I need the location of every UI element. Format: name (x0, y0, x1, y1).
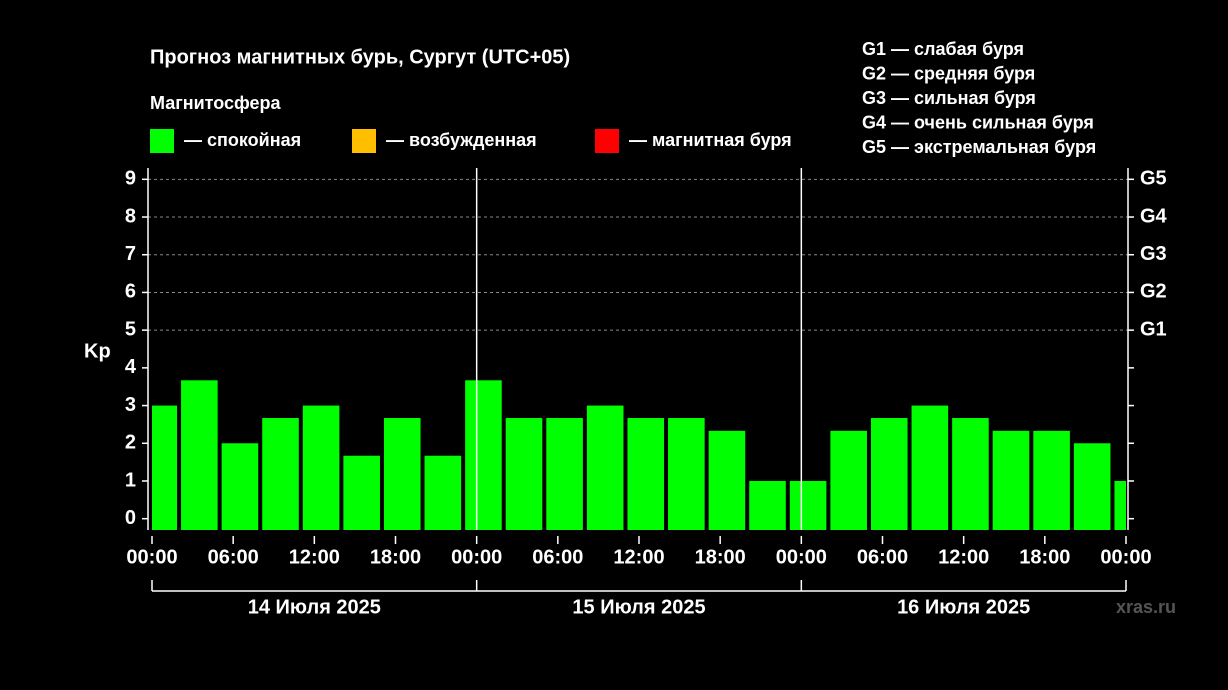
legend-swatch (150, 129, 174, 153)
y-tick-label: 0 (125, 507, 136, 529)
y-tick-label: 1 (125, 469, 136, 491)
bar (708, 430, 746, 530)
x-tick-label: 00:00 (1100, 546, 1151, 568)
bar (1033, 430, 1070, 530)
scale-note: G3 — сильная буря (862, 88, 1036, 108)
chart-title: Прогноз магнитных бурь, Сургут (UTC+05) (150, 46, 570, 68)
bar (181, 380, 218, 530)
bar (465, 380, 502, 530)
legend-title: Магнитосфера (150, 93, 282, 113)
bar (221, 443, 259, 530)
bar (383, 418, 421, 530)
x-tick-label: 12:00 (289, 546, 340, 568)
day-label: 14 Июля 2025 (248, 596, 381, 618)
y-axis-label: Kp (84, 340, 111, 362)
bar (1073, 443, 1111, 530)
y2-tick-label: G3 (1140, 243, 1167, 265)
x-tick-label: 12:00 (613, 546, 664, 568)
bar (424, 455, 462, 530)
x-tick-label: 00:00 (776, 546, 827, 568)
y2-tick-label: G1 (1140, 318, 1167, 340)
bar (789, 480, 827, 530)
bar (830, 430, 867, 530)
y-tick-label: 7 (125, 243, 136, 265)
day-label: 15 Июля 2025 (572, 596, 705, 618)
y-tick-label: 5 (125, 318, 136, 340)
x-tick-label: 06:00 (208, 546, 259, 568)
y-tick-label: 3 (125, 394, 136, 416)
bar (952, 418, 989, 530)
x-tick-label: 18:00 (1019, 546, 1070, 568)
y2-tick-label: G4 (1140, 205, 1168, 227)
y2-tick-label: G5 (1140, 168, 1167, 190)
bar (627, 418, 665, 530)
x-tick-label: 18:00 (695, 546, 746, 568)
scale-note: G2 — средняя буря (862, 63, 1035, 83)
bar (1114, 480, 1126, 530)
scale-note: G4 — очень сильная буря (862, 112, 1094, 132)
bar (546, 418, 583, 530)
bars (152, 380, 1126, 530)
bar (749, 480, 786, 530)
legend-label: — магнитная буря (629, 130, 792, 150)
x-tick-label: 06:00 (532, 546, 583, 568)
watermark: xras.ru (1116, 597, 1176, 617)
bar (505, 418, 543, 530)
y-tick-label: 4 (125, 356, 137, 378)
bar (302, 405, 340, 530)
x-tick-label: 12:00 (938, 546, 989, 568)
bar (992, 430, 1030, 530)
x-tick-label: 00:00 (451, 546, 502, 568)
bar (870, 418, 908, 530)
day-label: 16 Июля 2025 (897, 596, 1030, 618)
bar (262, 418, 299, 530)
legend-swatch (352, 129, 376, 153)
bar (152, 405, 178, 530)
y-tick-label: 2 (125, 432, 136, 454)
x-tick-label: 18:00 (370, 546, 421, 568)
scale-note: G1 — слабая буря (862, 39, 1024, 59)
scale-note: G5 — экстремальная буря (862, 137, 1096, 157)
legend-label: — спокойная (184, 130, 301, 150)
legend-swatch (595, 129, 619, 153)
x-tick-label: 06:00 (857, 546, 908, 568)
legend-label: — возбужденная (386, 130, 537, 150)
bar (668, 418, 705, 530)
y-tick-label: 8 (125, 205, 136, 227)
bar (911, 405, 949, 530)
bar (343, 455, 380, 530)
y-tick-label: 9 (125, 168, 136, 190)
y2-tick-label: G2 (1140, 281, 1167, 303)
x-tick-label: 00:00 (126, 546, 177, 568)
y-tick-label: 6 (125, 281, 136, 303)
bar (586, 405, 624, 530)
